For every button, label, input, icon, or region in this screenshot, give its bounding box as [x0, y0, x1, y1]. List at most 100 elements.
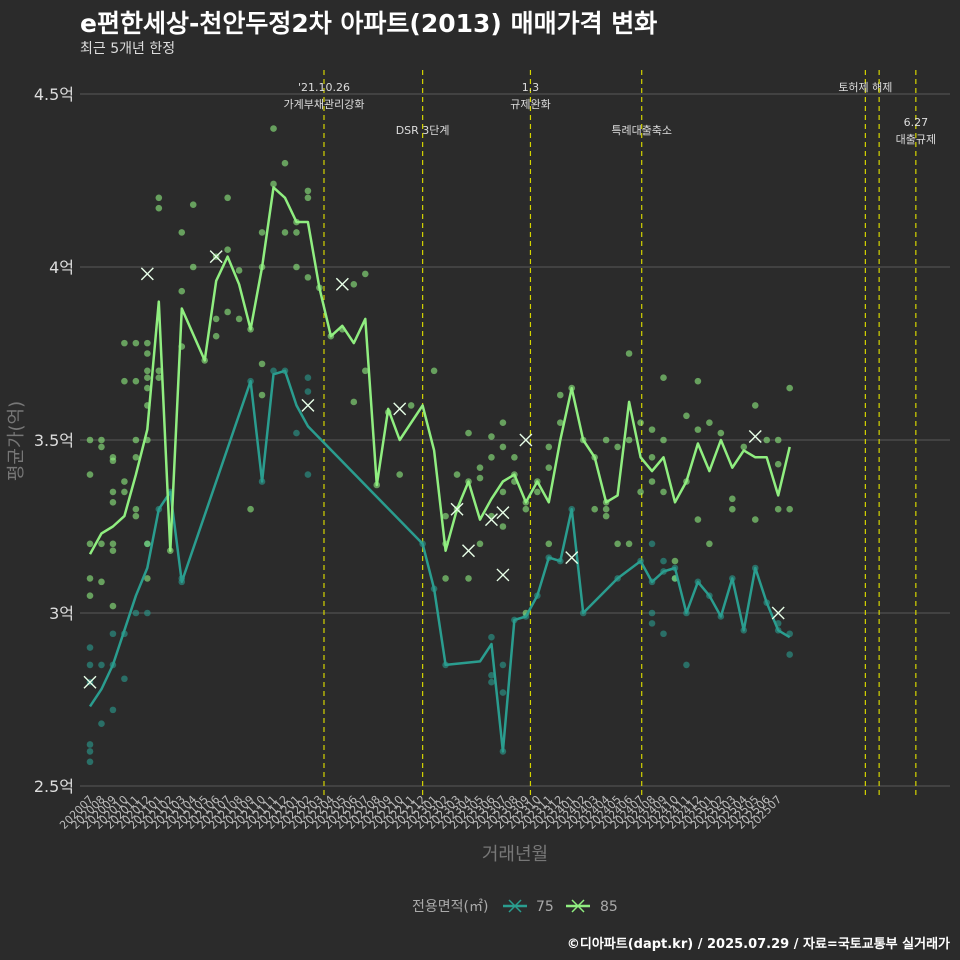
point-85: [86, 471, 94, 478]
point-85: [224, 246, 231, 253]
point-75: [86, 661, 94, 669]
point-85: [430, 367, 438, 375]
point-85: [545, 443, 553, 451]
cross-marker-85: [209, 250, 223, 264]
point-85: [109, 457, 117, 465]
point-85: [729, 505, 736, 513]
cross-marker-85: [496, 506, 510, 520]
point-75: [304, 388, 312, 395]
point-75: [293, 429, 300, 437]
cross-stroke: [565, 551, 579, 565]
point-75: [144, 609, 151, 617]
point-85: [86, 575, 94, 582]
cross-stroke: [496, 506, 510, 520]
point-85: [729, 495, 736, 503]
point-75: [98, 720, 105, 728]
cross-marker-85: [496, 568, 510, 582]
point-85: [86, 592, 94, 599]
point-85: [235, 267, 243, 274]
point-85: [476, 464, 484, 471]
point-85: [132, 339, 140, 347]
point-85: [121, 478, 128, 485]
point-85: [660, 374, 667, 382]
point-85: [155, 204, 163, 212]
point-75: [270, 367, 277, 375]
point-85: [476, 474, 484, 482]
point-75: [488, 633, 495, 641]
event-label: 토허제 해제: [838, 80, 892, 94]
y-tick-label: 3억: [49, 604, 74, 623]
point-75: [109, 630, 117, 638]
point-85: [717, 429, 725, 437]
cross-marker-85: [140, 267, 154, 281]
point-85: [132, 377, 140, 385]
point-85: [465, 429, 472, 437]
point-85: [625, 540, 633, 548]
point-85: [556, 391, 564, 399]
cross-stroke: [393, 402, 407, 416]
point-85: [660, 436, 667, 444]
cross-stroke: [335, 277, 349, 291]
cross-marker-85: [301, 398, 315, 412]
point-85: [304, 274, 312, 281]
cross-stroke: [519, 433, 533, 447]
point-85: [683, 412, 690, 420]
point-85: [281, 159, 289, 167]
point-85: [522, 505, 530, 513]
cross-layer: [83, 250, 785, 689]
point-85: [465, 575, 472, 582]
chart-subtitle: 최근 5개년 한정: [80, 41, 176, 57]
cross-stroke: [771, 606, 785, 620]
point-75: [86, 758, 94, 766]
cross-stroke: [209, 250, 223, 264]
point-85: [247, 505, 254, 513]
point-85: [488, 512, 495, 520]
cross-marker-85: [462, 544, 476, 558]
line-layer: [88, 186, 791, 753]
cross-stroke: [484, 513, 498, 527]
point-85: [625, 350, 633, 357]
point-85: [407, 402, 415, 409]
y-axis: 2.5억 3억 3.5억 4억 4.5억: [34, 85, 74, 796]
point-85: [511, 454, 518, 461]
point-85: [212, 332, 220, 340]
cross-stroke: [496, 568, 510, 582]
point-85: [109, 540, 117, 548]
point-85: [488, 433, 495, 440]
point-85: [774, 460, 782, 468]
point-85: [648, 426, 656, 433]
point-85: [121, 377, 128, 385]
point-85: [602, 505, 610, 513]
point-75: [86, 748, 94, 755]
point-85: [98, 540, 105, 548]
event-label: 대출규제: [896, 133, 936, 146]
point-85: [304, 194, 312, 202]
point-85: [488, 454, 495, 461]
cross-marker-85: [565, 551, 579, 565]
point-85: [786, 384, 793, 392]
point-85: [614, 443, 621, 451]
y-tick-label: 3.5억: [34, 431, 74, 450]
point-85: [763, 436, 771, 444]
point-85: [132, 512, 140, 520]
point-85: [751, 402, 759, 409]
point-85: [740, 443, 748, 451]
chart-title: e편한세상-천안두정2차 아파트(2013) 매매가격 변화: [80, 9, 658, 38]
legend-label-85: 85: [600, 899, 618, 915]
cross-stroke: [83, 675, 97, 689]
point-85: [625, 436, 633, 444]
point-85: [361, 367, 369, 375]
y-tick-label: 2.5억: [34, 777, 74, 796]
point-85: [98, 436, 105, 444]
point-85: [545, 464, 553, 471]
legend-key-75: [503, 899, 527, 913]
point-75: [488, 671, 495, 679]
point-85: [396, 471, 403, 478]
event-label: 1.3: [522, 81, 540, 94]
point-75: [683, 661, 690, 669]
event-label: 가계부채관리강화: [284, 98, 365, 111]
cross-stroke: [301, 398, 315, 412]
point-85: [155, 194, 163, 202]
point-75: [304, 471, 312, 478]
